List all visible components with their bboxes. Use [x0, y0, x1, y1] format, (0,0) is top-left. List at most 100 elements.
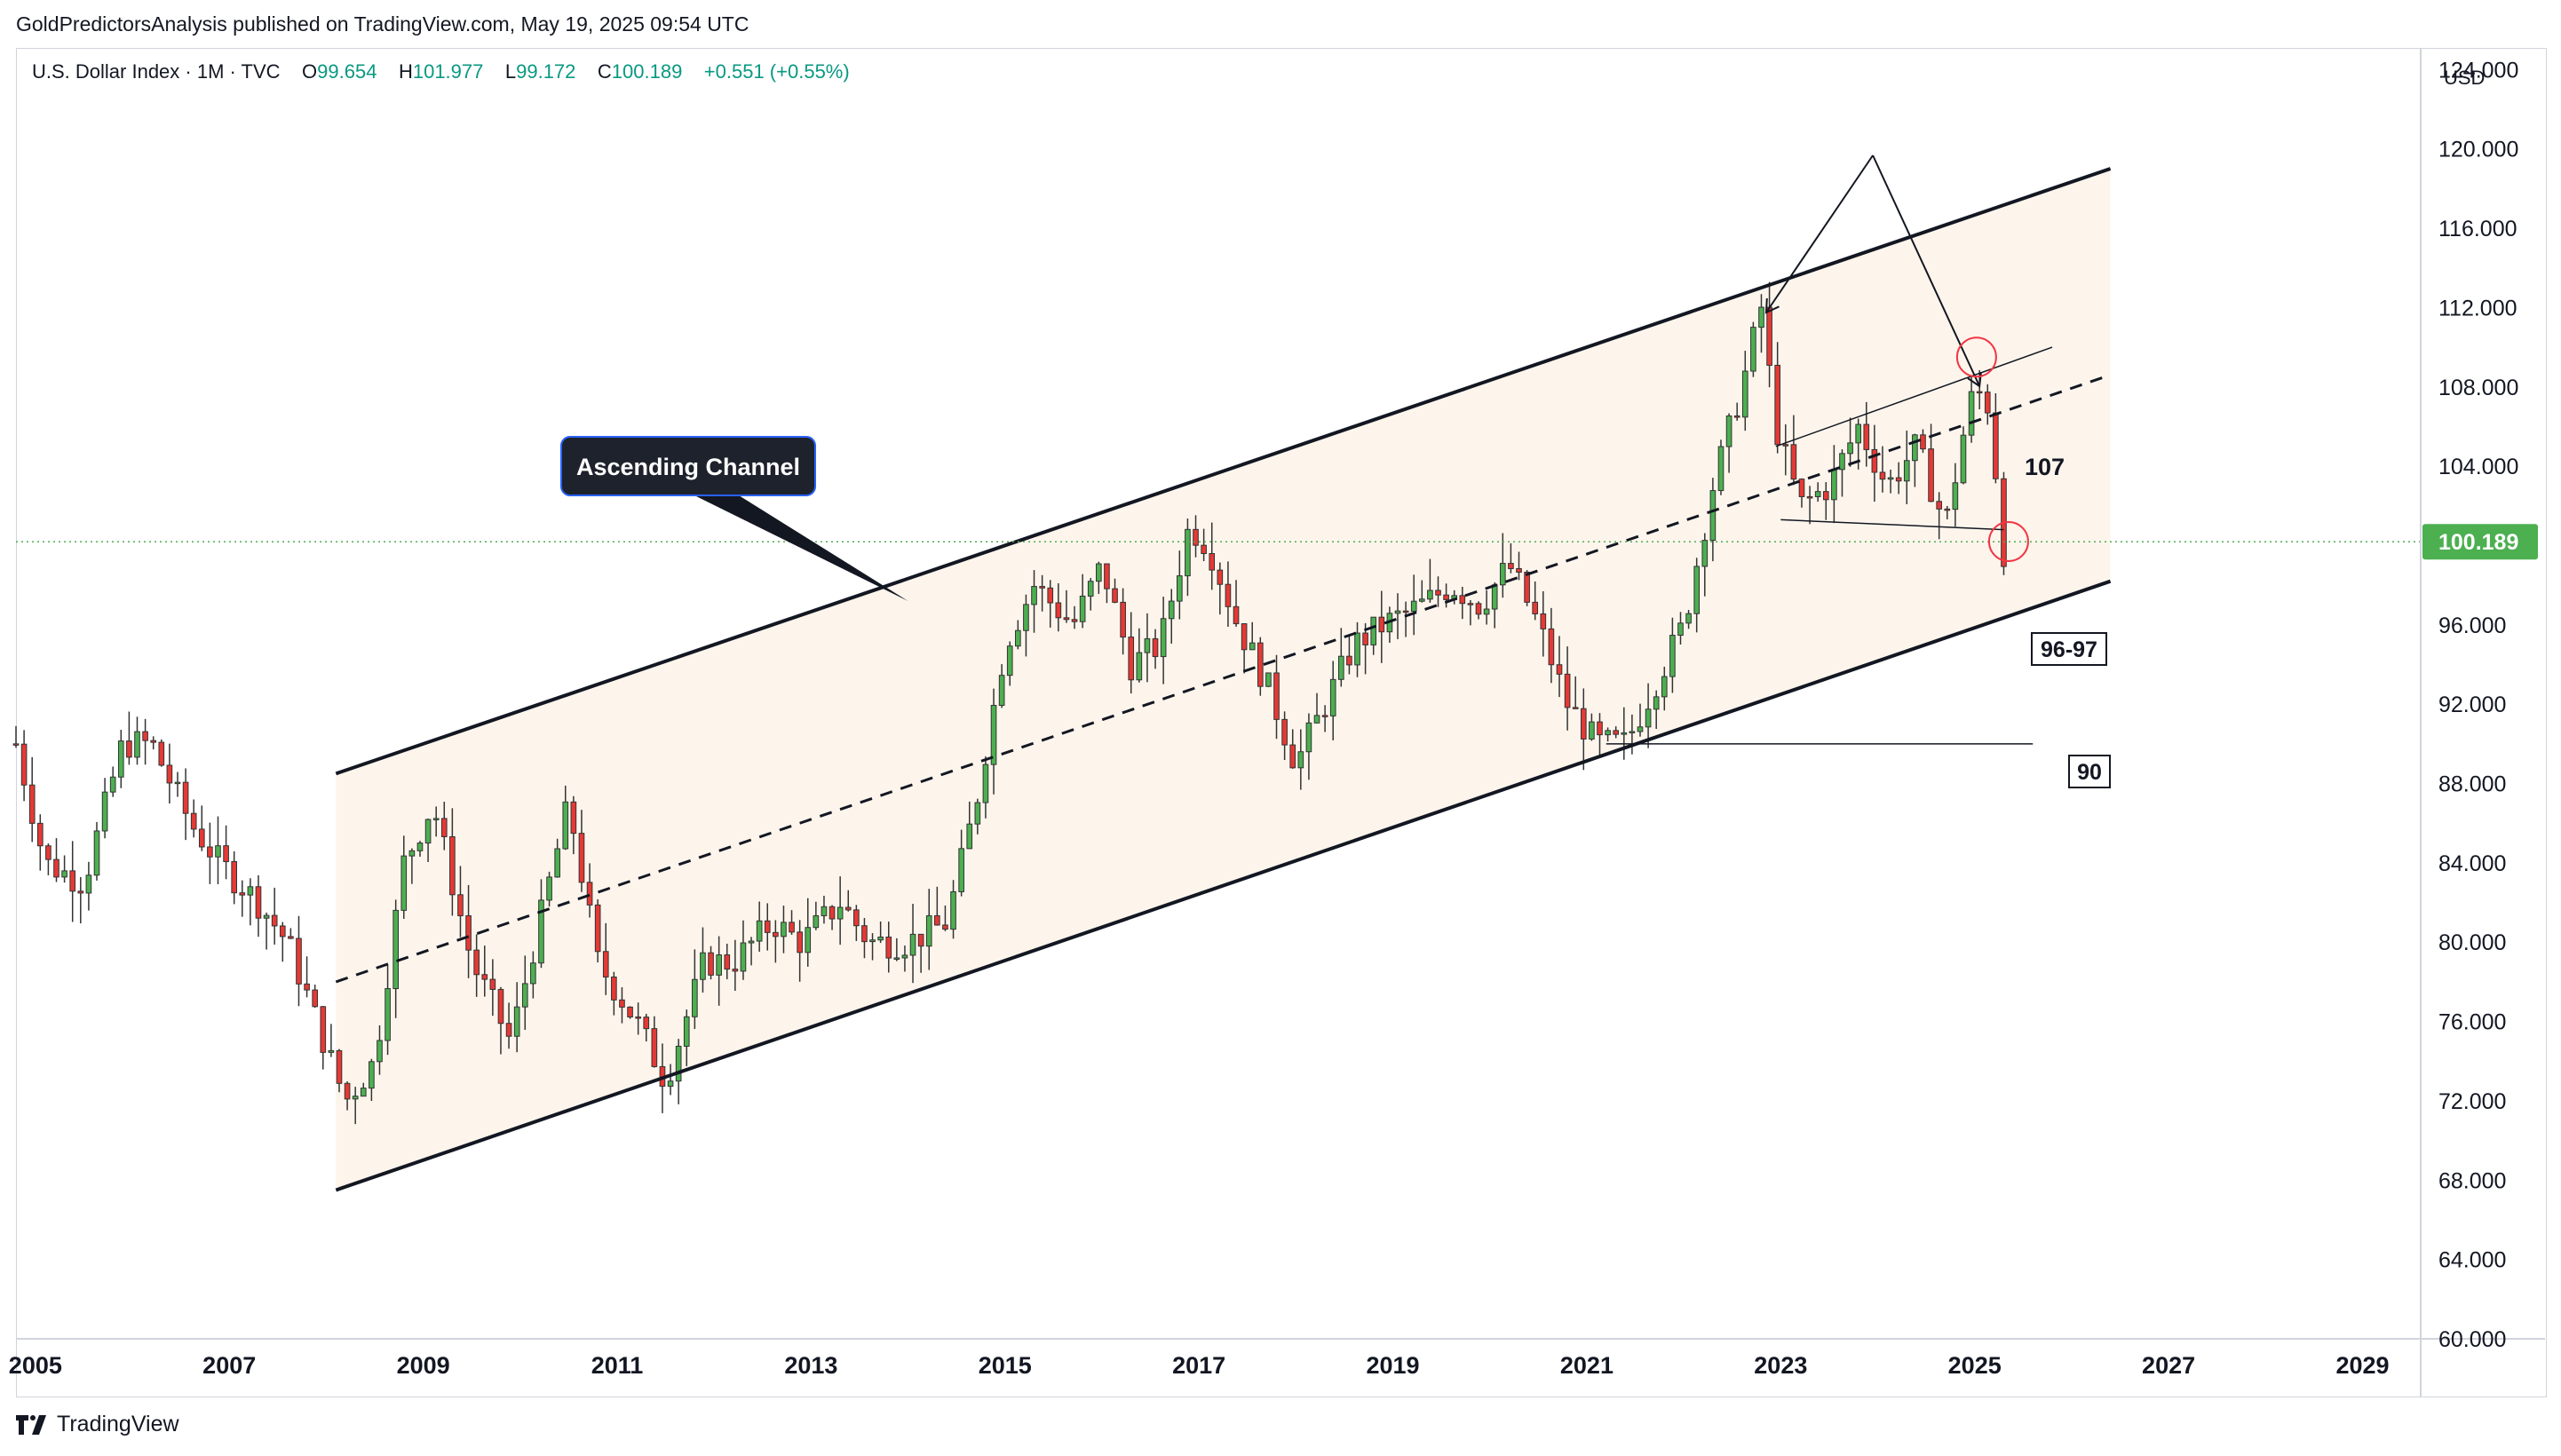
candle-body — [1265, 672, 1272, 687]
candle — [1427, 558, 1433, 603]
candle-body — [1337, 655, 1344, 680]
candle-body — [101, 791, 108, 832]
y-tick-label: 124.000 — [2438, 58, 2518, 83]
candle — [538, 879, 544, 969]
candle-body — [602, 951, 609, 977]
footer-brand[interactable]: TradingView — [16, 1412, 179, 1437]
candle-body — [505, 1023, 512, 1037]
candle — [998, 664, 1005, 708]
candle-body — [1015, 629, 1021, 647]
candle-body — [174, 781, 181, 785]
candle — [708, 946, 714, 980]
candle-body — [1321, 715, 1328, 717]
candle — [440, 802, 448, 851]
candle — [150, 736, 157, 750]
candle — [377, 1025, 383, 1075]
candle — [562, 785, 569, 851]
candle — [1443, 583, 1449, 608]
candle-body — [901, 954, 908, 959]
candle — [1217, 562, 1224, 615]
symbol-legend: U.S. Dollar Index · 1M · TVC O99.654 H10… — [32, 60, 850, 83]
candle — [1297, 729, 1304, 790]
candle-body — [521, 983, 528, 1008]
candle-body — [1104, 563, 1110, 590]
candle — [990, 688, 997, 795]
candle — [61, 855, 67, 883]
candle-body — [1225, 583, 1232, 607]
y-tick-label: 72.000 — [2438, 1089, 2506, 1114]
candle — [1418, 580, 1425, 603]
candle-body — [998, 675, 1005, 706]
candle — [716, 936, 722, 1006]
candle-body — [1847, 442, 1853, 455]
candle — [207, 822, 213, 884]
candle-body — [1289, 744, 1296, 769]
candle-body — [1079, 595, 1086, 622]
last-price-label: 100.189 — [2438, 530, 2518, 555]
candle-body — [651, 1028, 658, 1067]
candle — [1354, 621, 1360, 677]
candle — [1321, 705, 1328, 732]
candle-body — [1879, 471, 1886, 480]
candle-body — [1822, 491, 1829, 501]
candle — [756, 901, 763, 952]
candle — [481, 946, 488, 997]
candle-body — [1871, 448, 1878, 473]
arrow-head-left — [1764, 297, 1780, 314]
highlight-circle-bottom — [1987, 520, 2029, 562]
candle — [1790, 415, 1797, 486]
candle — [1273, 654, 1280, 740]
y-tick-label: 76.000 — [2438, 1010, 2506, 1035]
candle — [36, 814, 44, 871]
candle-body — [1354, 632, 1360, 666]
candle — [1798, 478, 1805, 508]
candle-body — [619, 999, 625, 1008]
candle-body — [1055, 602, 1062, 619]
candle — [1920, 429, 1926, 454]
candle-body — [1960, 434, 1967, 484]
candle — [489, 959, 496, 1017]
open-label: O — [302, 60, 318, 83]
candle — [1459, 586, 1466, 620]
candle — [1524, 570, 1530, 606]
candle — [1249, 621, 1256, 651]
candle — [885, 922, 892, 973]
candle — [1483, 590, 1490, 625]
candle-body — [885, 936, 892, 959]
candle-body — [1524, 571, 1530, 603]
x-tick-label: 2021 — [1560, 1352, 1614, 1379]
candle — [813, 901, 820, 930]
candle — [1637, 703, 1644, 737]
candle — [1265, 672, 1272, 687]
candle-body — [126, 740, 132, 758]
channel-mid-line — [335, 373, 2112, 984]
candle — [28, 756, 36, 843]
candle — [1564, 646, 1571, 731]
candle — [392, 899, 399, 1018]
candle-body — [117, 740, 124, 778]
candle-body — [1313, 715, 1320, 724]
candle — [1701, 533, 1709, 597]
candle — [1589, 713, 1595, 741]
candle-body — [134, 731, 140, 758]
candle-body — [627, 1006, 633, 1017]
candle — [1895, 462, 1902, 495]
candle — [1774, 342, 1781, 454]
candle — [1750, 321, 1756, 377]
y-tick-label: 96.000 — [2438, 613, 2506, 638]
candle-body — [142, 731, 148, 741]
candle — [1281, 711, 1288, 760]
candle — [416, 841, 424, 857]
candle-body — [925, 914, 932, 947]
candle-body — [457, 894, 464, 916]
candle — [1548, 607, 1555, 684]
candle-body — [982, 764, 989, 803]
candle-body — [909, 933, 916, 956]
symbol-name[interactable]: U.S. Dollar Index · 1M · TVC — [32, 60, 281, 83]
candle-body — [1621, 732, 1628, 735]
candle — [1015, 620, 1021, 650]
candle — [950, 880, 956, 939]
candle-body — [1071, 619, 1078, 622]
candle-body — [1249, 642, 1256, 651]
